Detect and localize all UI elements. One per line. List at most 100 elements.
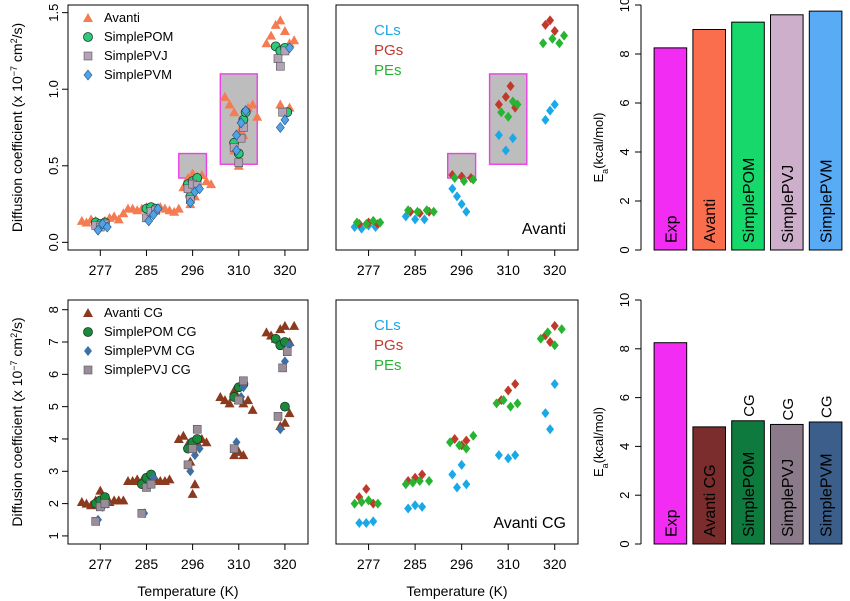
y-axis-label-part: /s) [9, 317, 25, 333]
panel-a: 277 285 296 310 320 0.0 0.5 1.0 1.5 Avanti SimpleP… [9, 4, 309, 278]
x-axis-label: Temperature (K) [406, 583, 507, 599]
data-point [511, 450, 520, 461]
data-point [278, 107, 287, 117]
x-tick-label: 285 [403, 556, 427, 572]
data-point [270, 19, 281, 29]
y-tick-label: 3 [46, 468, 61, 475]
data-point [280, 114, 290, 126]
plot-frame [67, 4, 309, 251]
y-tick-label: 8 [46, 306, 61, 313]
y-tick-label: 0.0 [46, 233, 61, 251]
x-tick-label: 285 [135, 556, 159, 572]
data-point [369, 215, 378, 226]
data-point [550, 26, 559, 37]
panel-c: 0 2 4 6 8 10 Ea(kcal/mol) Exp Avanti SimplePOM Sim… [591, 0, 843, 254]
y-tick-label: 7 [46, 338, 61, 345]
data-point [144, 215, 154, 227]
legend-prefix: CL [374, 22, 393, 39]
data-point [201, 176, 212, 186]
y-tick-label: 1.0 [46, 80, 61, 98]
data-point [422, 205, 431, 216]
y-axis-label-part: −7 [9, 66, 19, 76]
data-point [95, 485, 106, 495]
data-point [285, 42, 294, 54]
x-tick-label: 285 [135, 262, 159, 278]
data-point [278, 363, 287, 373]
panel-d: 277 285 296 310 320 1 2 3 4 5 6 7 8 Avanti CG SimplePO… [9, 299, 309, 599]
data-point [201, 437, 212, 447]
legend-label: CLs [374, 22, 401, 39]
x-tick-label: 320 [543, 262, 567, 278]
data-point [192, 424, 202, 434]
data-point [513, 398, 522, 409]
data-point [364, 495, 373, 506]
plot-frame [335, 299, 579, 545]
data-point [137, 508, 147, 518]
data-point [494, 130, 503, 141]
data-point [229, 385, 240, 395]
y-axis-label: Diffusion coefficient (x 10−7 cm2/s) [9, 23, 25, 232]
data-point [550, 99, 559, 110]
x-tick-label: 310 [227, 556, 251, 572]
data-point [118, 495, 129, 505]
y-axis-label-part: a [600, 169, 610, 174]
y-tick-label: 0 [617, 540, 632, 547]
data-point [420, 214, 429, 225]
data-point [425, 475, 434, 486]
legend-label: PEs [374, 357, 402, 374]
legend-marker [84, 346, 92, 356]
data-point [494, 99, 503, 110]
y-axis-label: Ea(kcal/mol) [591, 407, 610, 477]
bar-label: SimplePVJ [780, 165, 797, 243]
x-tick-label: 285 [403, 262, 427, 278]
x-tick-label: 320 [543, 556, 567, 572]
data-point [149, 209, 158, 221]
data-point [229, 444, 239, 453]
data-point [232, 144, 241, 156]
data-point [247, 404, 258, 414]
data-point [261, 38, 272, 48]
y-axis-label-part: −7 [9, 360, 19, 370]
data-point [284, 408, 295, 418]
data-point [109, 211, 120, 221]
data-point [401, 479, 410, 490]
y-tick-label: 5 [46, 403, 61, 410]
x-tick-label: 320 [273, 262, 297, 278]
x-tick-label: 310 [497, 556, 521, 572]
legend-prefix: CL [374, 317, 393, 334]
data-point [169, 206, 180, 216]
data-point [550, 379, 559, 390]
data-point [355, 517, 364, 528]
data-point [413, 206, 422, 217]
panel-label: Avanti CG [493, 515, 566, 532]
data-point [411, 214, 420, 225]
legend-label: PGs [374, 42, 403, 59]
data-point [289, 35, 300, 45]
y-tick-label: 6 [617, 394, 632, 401]
data-point [462, 479, 471, 490]
bar [653, 342, 688, 545]
data-point [275, 15, 286, 25]
data-point [238, 450, 249, 460]
data-point [183, 460, 193, 470]
x-tick-label: 296 [181, 556, 205, 572]
bar-label: SimplePOM [741, 158, 758, 243]
data-point [206, 179, 217, 189]
legend-marker [83, 51, 93, 61]
data-point [415, 475, 424, 486]
bar [653, 47, 688, 251]
data-point [462, 206, 471, 217]
data-point [494, 450, 503, 461]
y-tick-label: 8 [617, 345, 632, 352]
data-point [369, 516, 378, 527]
data-point [448, 469, 457, 480]
legend-prefix: PE [374, 357, 394, 374]
legend-label: Avanti CG [104, 305, 163, 320]
data-point [261, 327, 272, 337]
data-point [508, 133, 517, 144]
data-point [446, 437, 455, 448]
x-tick-label: 277 [357, 556, 381, 572]
data-point [195, 183, 204, 195]
